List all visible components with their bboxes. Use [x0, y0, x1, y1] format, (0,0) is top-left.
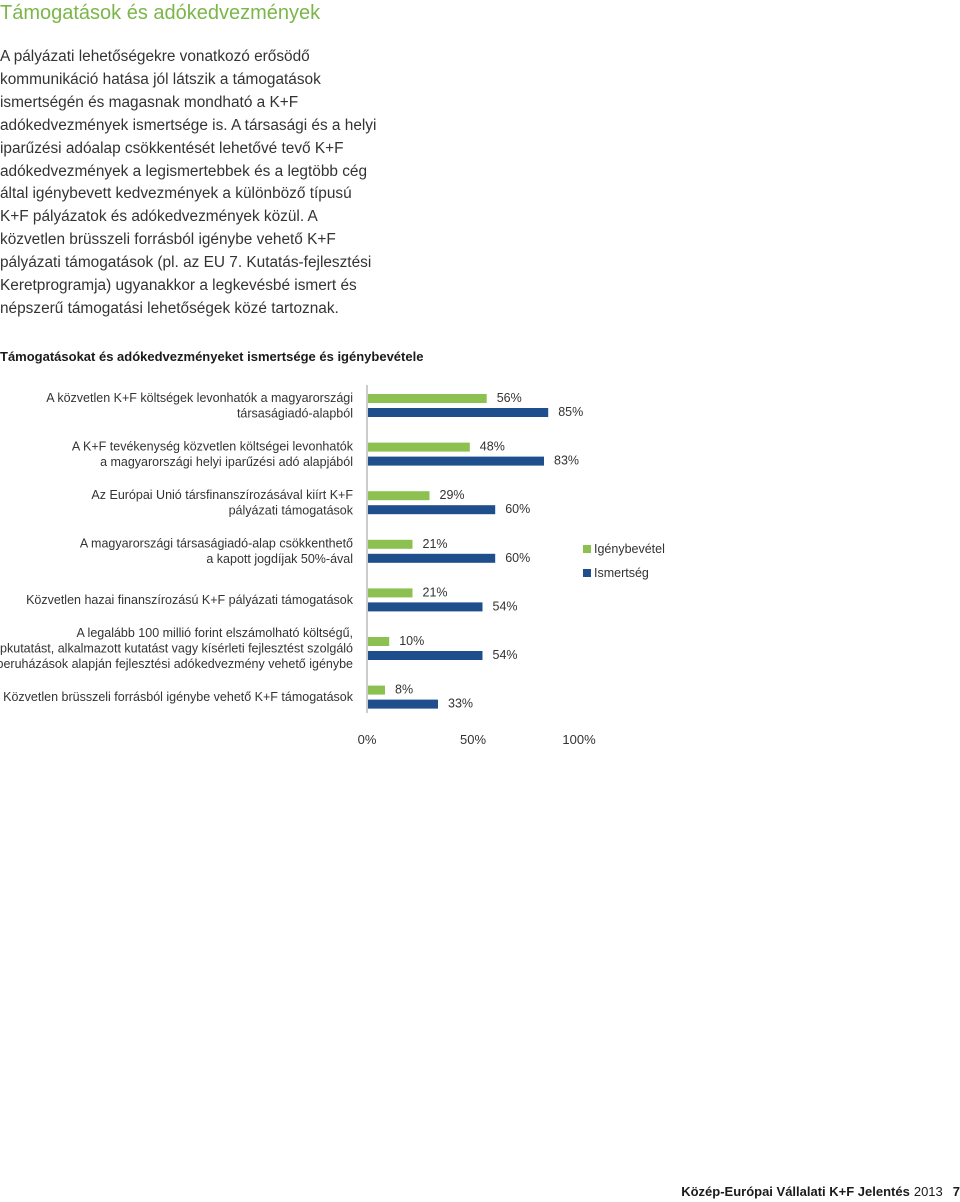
data-label: 10%: [399, 634, 424, 648]
category-label-line: Közvetlen hazai finanszírozású K+F pályá…: [26, 593, 354, 607]
bar-awareness: [368, 408, 549, 417]
footer-report-title: Közép-Európai Vállalati K+F Jelentés: [681, 1184, 910, 1199]
category-label-line: A legalább 100 millió forint elszámolhat…: [76, 626, 353, 640]
data-label: 85%: [558, 405, 583, 419]
bar-awareness: [368, 602, 483, 612]
category-label-line: társaságiadó-alapból: [237, 406, 353, 420]
bar-awareness: [368, 699, 438, 709]
data-label: 8%: [395, 683, 413, 697]
category-label-line: A közvetlen K+F költségek levonhatók a m…: [46, 391, 353, 405]
bar-usage: [368, 394, 487, 403]
data-label: 60%: [505, 502, 530, 516]
data-label: 33%: [448, 697, 473, 711]
data-label: 83%: [554, 454, 579, 468]
category-label: Közvetlen brüsszeli forrásból igénybe ve…: [3, 690, 354, 704]
bar-usage: [368, 539, 413, 549]
x-axis-ticks: 0% 50% 100%: [358, 732, 596, 747]
section-title: Támogatások és adókedvezmények: [0, 2, 321, 24]
bar-awareness: [368, 553, 496, 563]
bar-awareness: [368, 505, 496, 515]
category-label: Az Európai Unió társfinanszírozásával ki…: [91, 488, 353, 518]
bar-awareness: [368, 456, 544, 466]
chart-title: Támogatásokat és adókedvezményeket ismer…: [0, 349, 424, 364]
bar-usage: [368, 442, 470, 452]
x-tick-label: 0%: [358, 732, 377, 747]
category-label-line: Az Európai Unió társfinanszírozásával ki…: [91, 488, 353, 502]
category-label: A legalább 100 millió forint elszámolhat…: [0, 626, 353, 671]
bar-usage: [368, 637, 390, 646]
data-label: 54%: [493, 599, 518, 613]
category-label-line: alapkutatást, alkalmazott kutatást vagy …: [0, 642, 353, 656]
category-label-line: Közvetlen brüsszeli forrásból igénybe ve…: [3, 690, 354, 704]
data-label: 29%: [440, 488, 465, 502]
category-label: A magyarországi társaságiadó-alap csökke…: [80, 537, 353, 567]
category-label: A K+F tevékenység közvetlen költségei le…: [72, 439, 354, 469]
bar-usage: [368, 685, 385, 695]
bar-usage: [368, 588, 413, 598]
legend-swatch: [583, 545, 591, 553]
data-label: 48%: [480, 440, 505, 454]
data-label: 21%: [423, 585, 448, 599]
category-label: A közvetlen K+F költségek levonhatók a m…: [46, 391, 353, 421]
x-tick-label: 50%: [460, 732, 486, 747]
bar-usage: [368, 491, 430, 501]
footer-year: 2013: [913, 1184, 943, 1199]
data-label: 54%: [493, 648, 518, 662]
category-label-line: A K+F tevékenység közvetlen költségei le…: [72, 439, 354, 453]
legend-label: Igénybevétel: [594, 542, 665, 556]
data-label: 21%: [423, 537, 448, 551]
page-number: 7: [952, 1184, 960, 1199]
category-label-line: A magyarországi társaságiadó-alap csökke…: [80, 537, 353, 551]
data-label: 56%: [497, 391, 522, 405]
legend-label: Ismertség: [594, 566, 649, 580]
bar-chart: A közvetlen K+F költségek levonhatók a m…: [0, 385, 665, 747]
bars-layer: A közvetlen K+F költségek levonhatók a m…: [0, 391, 583, 711]
category-label-line: pályázati támogatások: [229, 503, 354, 517]
category-label-line: a magyarországi helyi iparűzési adó alap…: [100, 455, 353, 469]
page-footer: Közép-Európai Vállalati K+F Jelentés 2013…: [681, 1184, 960, 1199]
legend: Igénybevétel Ismertség: [583, 542, 665, 580]
x-tick-label: 100%: [562, 732, 596, 747]
category-label: Közvetlen hazai finanszírozású K+F pályá…: [26, 593, 354, 607]
legend-swatch: [583, 569, 591, 577]
bar-awareness: [368, 651, 483, 660]
data-label: 60%: [505, 551, 530, 565]
category-label-line: beruházások alapján fejlesztési adókedve…: [0, 657, 353, 671]
category-label-line: a kapott jogdíjak 50%-ával: [206, 552, 353, 566]
intro-paragraph: A pályázati lehetőségekre vonatkozó erős…: [0, 48, 377, 317]
